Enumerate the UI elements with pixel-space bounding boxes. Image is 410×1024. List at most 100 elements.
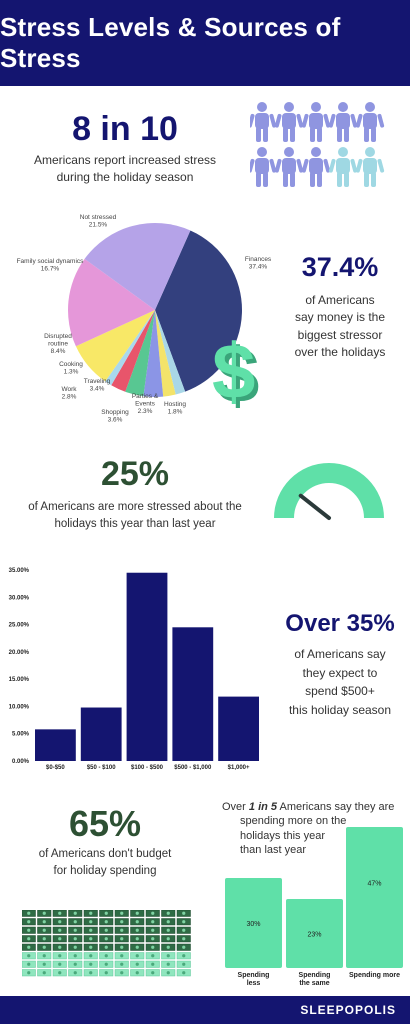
money-bill-icon [22,952,36,960]
pie-slice [68,258,155,347]
money-bill-icon [130,935,145,943]
bar [126,572,168,761]
pie-label: Finances 37.4% [245,256,272,271]
money-bill-icon [99,952,114,960]
y-tick-label: 15.00% [9,677,30,683]
money-bill-icon [52,926,67,934]
person-icon [355,102,385,142]
pie-slice [143,310,164,397]
person-icon [355,147,385,187]
money-bill-icon [37,918,52,926]
money-bill-icon [68,918,83,926]
pie-slice [155,230,242,392]
x-tick-label: $500 - $1,000 [174,765,212,771]
y-tick-label: 30.00% [9,595,30,601]
money-bill-icon [83,910,98,917]
intro-suffix: Americans say they are [277,801,395,813]
stat-25: 25% [100,455,170,493]
money-bill-icon [161,943,176,951]
money-bill-icon [176,935,191,943]
money-bill-icon [52,918,67,926]
money-bill-icon [99,935,114,943]
money-bill-icon [176,952,191,960]
caption-line: biggest stressor [297,327,383,342]
pie-label: Not stressed 21.5% [80,214,117,229]
person-icon [301,102,331,142]
person-icon [250,147,277,187]
bar [346,827,403,968]
people-icon-grid [250,102,385,187]
spending-change-bar-chart: 30% Spending less 23% Spending the same 47% Spe… [225,827,403,987]
money-bill-icon [99,969,114,977]
pie-slice [84,223,191,310]
money-bill-icon [22,910,36,917]
caption-line: over the holidays [294,345,386,360]
gauge-arc [274,463,384,518]
money-bill-icon [83,952,98,960]
money-bill-icon [176,960,191,968]
pie-slice [125,310,155,397]
stat-25-caption: of Americans are more stressed about the… [0,499,270,532]
money-bill-icon [130,910,145,917]
gauge-needle [298,493,331,520]
money-bill-icon [130,969,145,977]
money-bill-icon [37,935,52,943]
stat-over-35-caption: of Americans say they expect to spend $5… [275,645,405,719]
pie-label: Hosting 1.8% [164,401,186,416]
money-bill-icon [52,969,67,977]
money-bill-icon [83,943,98,951]
caption-line: of Americans don't budget [38,848,172,860]
bar-value-label: 47% [367,881,381,888]
caption-line: of Americans say [294,647,386,661]
y-tick-label: 25.00% [9,623,30,629]
caption-line: during the holiday season [56,170,194,185]
intro-prefix: Over [222,801,249,813]
stat-37-4-caption: of Americans say money is the biggest st… [280,292,400,362]
header-banner: Stress Levels & Sources of Stress [0,0,410,86]
money-bill-icon [176,910,191,917]
caption-line: say money is the [294,310,386,325]
caption-line: for holiday spending [53,864,157,877]
x-tick-label: $50 - $100 [87,765,116,771]
x-tick-label: $1,000+ [228,765,250,771]
svg-text:$: $ [212,330,255,414]
stat-8-in-10-caption: Americans report increased stress during… [0,152,250,187]
money-bill-icon [161,926,176,934]
bar [80,707,122,761]
money-bill-icon [22,943,36,951]
money-bill-icon [52,910,67,917]
bar [172,627,214,761]
person-icon [301,147,331,187]
money-bill-icon [145,918,160,926]
money-bill-icon [99,943,114,951]
x-tick-label: Spending more [349,972,400,979]
x-tick-label: $100 - $500 [131,765,164,771]
gauge-icon [274,463,384,520]
money-bill-icon [83,960,98,968]
stat-37-4: 37.4% [301,252,379,282]
money-bill-icon [99,926,114,934]
money-bill-icon [37,960,52,968]
svg-text:$: $ [216,331,259,414]
caption-line: spend $500+ [305,684,375,699]
money-bill-icon [22,926,36,934]
page-title: Stress Levels & Sources of Stress [0,12,341,73]
money-bill-icon [22,960,36,968]
x-tick-label: $0-$50 [46,765,65,771]
money-bill-icon [145,935,160,943]
money-bill-icon [68,943,83,951]
money-bill-icon [145,943,160,951]
pie-label: Work 2.8% [61,386,77,401]
y-tick-label: 20.00% [9,650,30,656]
money-bill-icon [176,969,191,977]
money-bill-icon [37,969,52,977]
stress-sources-pie-chart: Finances 37.4% Hosting 1.8% Parties & Events 2… [17,214,272,424]
stat-65: 65% [68,803,142,844]
y-tick-label: 10.00% [9,704,30,710]
x-tick-label: Spending less [238,972,270,987]
money-bill-icon [114,926,129,934]
money-bill-icon [22,935,36,943]
money-bill-icon [161,969,176,977]
bar-value-label: 30% [246,921,260,928]
pie-slice [75,310,155,382]
